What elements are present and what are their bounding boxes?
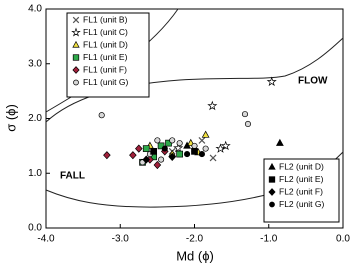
point <box>169 137 176 144</box>
legend-box <box>66 12 150 98</box>
legend-label: FL1 (unit F) <box>83 64 127 74</box>
legend-marker <box>268 188 276 196</box>
y-tick-label: 4.0 <box>28 4 42 15</box>
legend-box <box>263 158 340 223</box>
point <box>168 152 176 161</box>
legend-marker <box>71 27 81 37</box>
y-tick-label: 2.0 <box>28 113 42 124</box>
point <box>209 154 217 162</box>
point <box>244 120 252 128</box>
point <box>103 151 111 160</box>
legend-label: FL1 (unit E) <box>83 52 128 62</box>
legend-label: FL1 (unit D) <box>83 39 128 49</box>
y-tick-label: 0.0 <box>28 223 42 234</box>
point <box>158 156 165 163</box>
point <box>220 140 231 151</box>
point <box>135 144 143 153</box>
point <box>173 142 184 153</box>
point <box>150 148 158 155</box>
point <box>176 140 183 147</box>
legend-label: FL2 (unit E) <box>279 174 324 184</box>
field-boundary <box>45 37 344 123</box>
legend-marker <box>72 40 80 48</box>
legend-label: FL2 (unit G) <box>279 199 325 209</box>
x-tick-label: -4.0 <box>37 234 55 245</box>
point <box>275 138 284 146</box>
point <box>129 151 137 160</box>
point <box>207 100 218 111</box>
x-tick-label: -1.0 <box>260 234 278 245</box>
legend-marker <box>73 79 79 86</box>
point <box>241 111 249 118</box>
legend-marker <box>72 54 80 61</box>
legend-label: FL1 (unit G) <box>83 77 129 87</box>
legend-marker <box>72 66 80 74</box>
y-tick-label: 1.0 <box>28 168 42 179</box>
legend-label: FL2 (unit F) <box>279 186 323 196</box>
x-tick-label: -3.0 <box>112 234 130 245</box>
point <box>176 150 183 158</box>
point <box>142 145 150 152</box>
x-axis-label: Md (ϕ) <box>176 248 214 263</box>
point <box>153 160 162 170</box>
point <box>98 112 105 119</box>
y-axis-label: σ (ϕ) <box>3 104 18 132</box>
legend-marker <box>268 162 276 170</box>
legend-label: FL1 (unit B) <box>83 14 128 24</box>
point <box>198 136 206 144</box>
point <box>215 143 226 153</box>
point <box>191 148 198 155</box>
point <box>142 155 151 164</box>
legend-label: FL2 (unit D) <box>279 161 324 171</box>
legend-marker <box>268 176 276 183</box>
legend-marker <box>72 16 80 24</box>
x-tick-label: 0.0 <box>336 234 350 245</box>
legend-marker <box>269 201 275 208</box>
annotation: FALL <box>60 171 85 182</box>
x-tick-label: -2.0 <box>186 234 204 245</box>
point <box>202 145 209 152</box>
marks <box>98 76 284 170</box>
point <box>266 76 277 87</box>
annotation: FLOW <box>298 76 328 87</box>
legend-label: FL1 (unit C) <box>83 27 128 37</box>
point <box>184 151 191 158</box>
point <box>161 145 168 152</box>
point <box>198 151 205 158</box>
point <box>183 141 191 149</box>
point <box>154 137 161 144</box>
y-tick-label: 3.0 <box>28 58 42 69</box>
point <box>191 142 198 149</box>
point <box>201 130 210 138</box>
